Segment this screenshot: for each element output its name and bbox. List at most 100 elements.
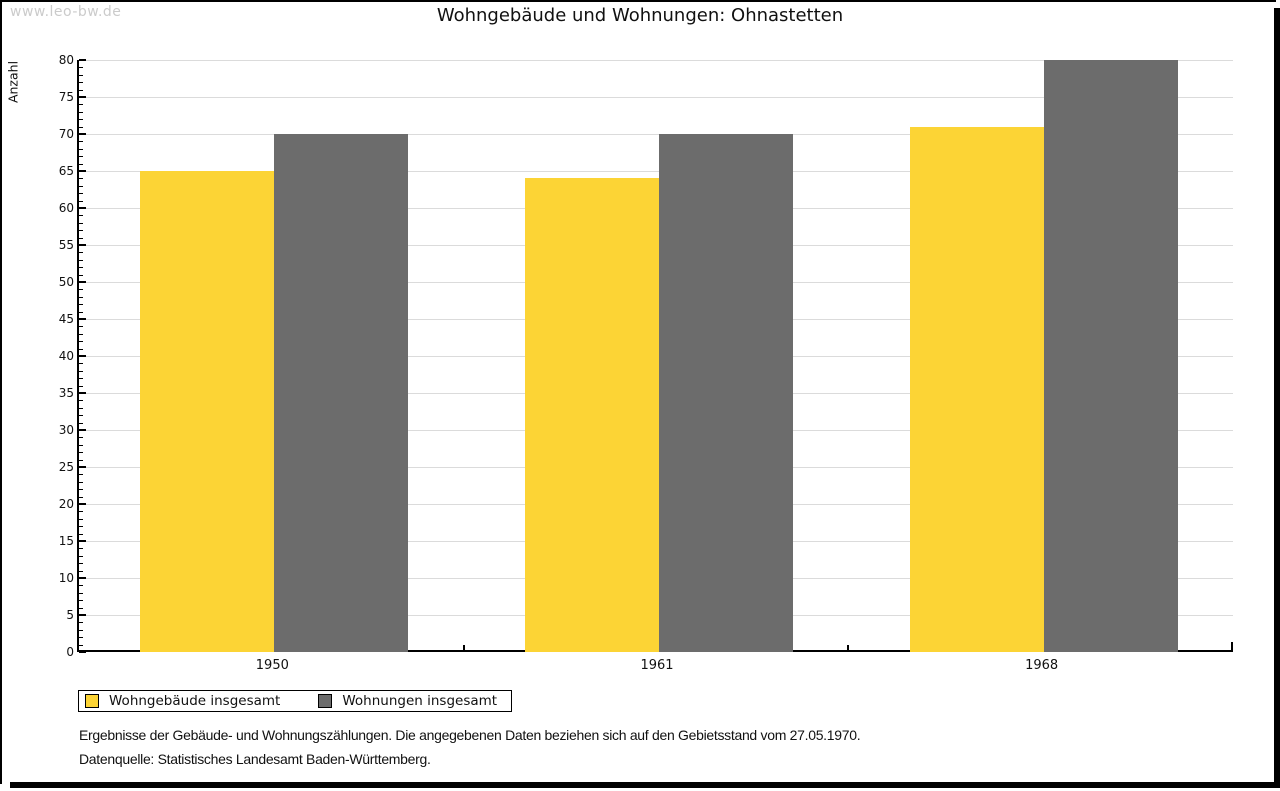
y-axis-label: Anzahl xyxy=(5,60,21,104)
x-tick-label: 1961 xyxy=(640,658,674,673)
gridline xyxy=(79,59,1233,61)
y-minor-tick xyxy=(79,215,83,217)
y-minor-tick xyxy=(79,341,83,343)
y-minor-tick xyxy=(79,348,83,350)
data-source-text: Datenquelle: Statistisches Landesamt Bad… xyxy=(79,751,431,767)
y-major-tick xyxy=(79,244,86,246)
y-tick-label: 50 xyxy=(58,275,74,289)
y-major-tick xyxy=(79,318,86,320)
y-minor-tick xyxy=(79,629,83,631)
legend-swatch-icon xyxy=(85,694,99,708)
y-minor-tick xyxy=(79,437,83,439)
y-tick-label: 15 xyxy=(58,534,74,548)
y-minor-tick xyxy=(79,326,83,328)
y-minor-tick xyxy=(79,89,83,91)
legend-item-label: Wohnungen insgesamt xyxy=(342,693,498,709)
y-major-tick xyxy=(79,577,86,579)
gridline xyxy=(79,96,1233,98)
x-boundary-tick xyxy=(462,645,465,652)
y-minor-tick xyxy=(79,222,83,224)
y-minor-tick xyxy=(79,296,83,298)
y-tick-label: 65 xyxy=(58,164,74,178)
y-minor-tick xyxy=(79,252,83,254)
y-minor-tick xyxy=(79,104,83,106)
y-minor-tick xyxy=(79,489,83,491)
y-tick-label: 60 xyxy=(58,201,74,215)
y-minor-tick xyxy=(79,141,83,143)
y-major-tick xyxy=(79,133,86,135)
plot-area xyxy=(77,59,1233,653)
y-minor-tick xyxy=(79,607,83,609)
y-tick-label: 70 xyxy=(58,127,74,141)
y-tick-label: 75 xyxy=(58,90,74,104)
y-minor-tick xyxy=(79,585,83,587)
y-minor-tick xyxy=(79,311,83,313)
bar-wohnungen-1968 xyxy=(1043,60,1178,652)
y-major-tick xyxy=(79,503,86,505)
y-minor-tick xyxy=(79,644,83,646)
y-minor-tick xyxy=(79,385,83,387)
y-major-tick xyxy=(79,540,86,542)
y-major-tick xyxy=(79,355,86,357)
y-major-tick xyxy=(79,614,86,616)
bar-wohngebaeude-1950 xyxy=(140,171,275,652)
y-minor-tick xyxy=(79,67,83,69)
bar-wohngebaeude-1961 xyxy=(525,178,659,652)
bar-wohnungen-1950 xyxy=(274,134,409,652)
y-tick-label: 35 xyxy=(58,386,74,400)
y-tick-label: 30 xyxy=(58,423,74,437)
y-major-tick xyxy=(79,96,86,98)
y-minor-tick xyxy=(79,496,83,498)
y-major-tick xyxy=(79,429,86,431)
y-tick-label: 55 xyxy=(58,238,74,252)
legend-swatch-icon xyxy=(318,694,333,708)
frame-border-top xyxy=(0,0,1276,2)
y-minor-tick xyxy=(79,600,83,602)
y-minor-tick xyxy=(79,548,83,550)
y-tick-label: 25 xyxy=(58,460,74,474)
y-minor-tick xyxy=(79,304,83,306)
y-minor-tick xyxy=(79,459,83,461)
y-minor-tick xyxy=(79,259,83,261)
legend-box: Wohngebäude insgesamt Wohnungen insgesamt xyxy=(78,690,513,712)
y-minor-tick xyxy=(79,333,83,335)
x-tick-label: 1950 xyxy=(255,658,289,673)
y-tick-label: 45 xyxy=(58,312,74,326)
y-major-tick xyxy=(79,207,86,209)
y-minor-tick xyxy=(79,74,83,76)
y-tick-label: 80 xyxy=(58,53,74,67)
y-major-tick xyxy=(79,651,86,653)
y-minor-tick xyxy=(79,518,83,520)
y-minor-tick xyxy=(79,126,83,128)
y-minor-tick xyxy=(79,230,83,232)
watermark-leo-bw: www.leo-bw.de xyxy=(10,4,122,20)
x-tick-label: 1968 xyxy=(1025,658,1059,673)
x-boundary-tick xyxy=(847,645,850,652)
y-minor-tick xyxy=(79,289,83,291)
y-minor-tick xyxy=(79,511,83,513)
y-minor-tick xyxy=(79,422,83,424)
y-tick-label: 5 xyxy=(66,608,74,622)
y-minor-tick xyxy=(79,481,83,483)
y-tick-label: 40 xyxy=(58,349,74,363)
frame-border-left xyxy=(0,0,2,784)
y-tick-label: 20 xyxy=(58,497,74,511)
y-major-tick xyxy=(79,392,86,394)
y-minor-tick xyxy=(79,82,83,84)
x-axis-end-tick xyxy=(1231,642,1233,652)
y-minor-tick xyxy=(79,415,83,417)
y-minor-tick xyxy=(79,570,83,572)
y-major-tick xyxy=(79,59,86,61)
y-minor-tick xyxy=(79,474,83,476)
y-minor-tick xyxy=(79,400,83,402)
y-minor-tick xyxy=(79,148,83,150)
footnote-text: Ergebnisse der Gebäude- und Wohnungszähl… xyxy=(79,727,861,743)
chart-title: Wohngebäude und Wohnungen: Ohnastetten xyxy=(436,5,844,26)
y-tick-label: 10 xyxy=(58,571,74,585)
y-minor-tick xyxy=(79,363,83,365)
bar-wohngebaeude-1968 xyxy=(909,126,1044,652)
y-minor-tick xyxy=(79,555,83,557)
y-minor-tick xyxy=(79,267,83,269)
legend-item: Wohnungen insgesamt xyxy=(318,693,497,709)
